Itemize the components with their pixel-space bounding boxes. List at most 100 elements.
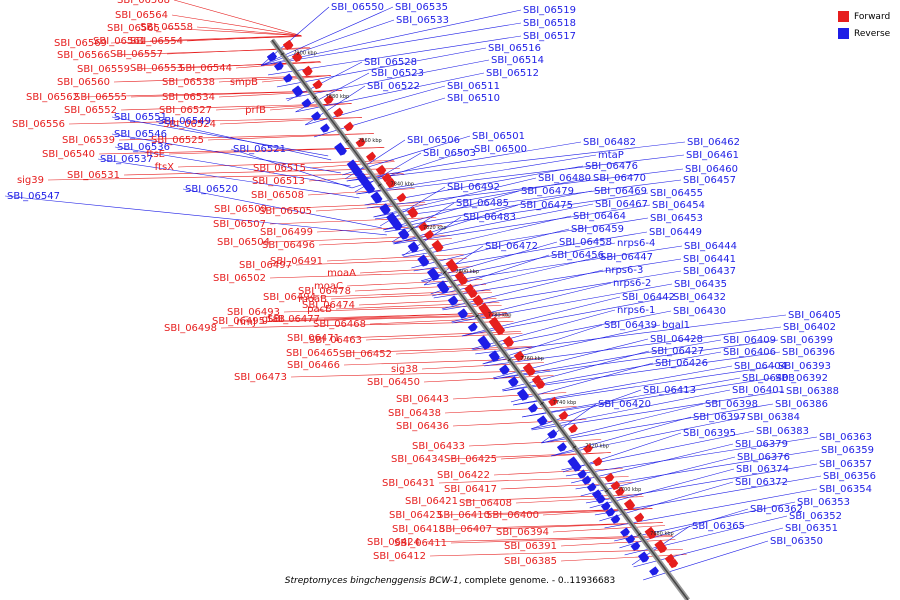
forward-gene-arrow (355, 137, 366, 148)
reverse-gene-label: SBI_06420 (598, 399, 651, 410)
forward-leader (552, 525, 666, 533)
reverse-leader (276, 47, 487, 88)
forward-gene-label: SBI_06465 (286, 348, 339, 359)
forward-leader (447, 452, 611, 460)
forward-gene-arrow (483, 309, 494, 320)
forward-leader (450, 536, 674, 544)
reverse-gene-label: SBI_06449 (649, 227, 702, 238)
forward-gene-label: SBI_06559 (77, 64, 130, 75)
forward-gene-arrow (583, 443, 593, 454)
forward-gene-label: SBI_06407 (439, 524, 492, 535)
reverse-leader (482, 324, 603, 365)
reverse-gene-arrow (519, 391, 529, 401)
reverse-gene-arrow (282, 73, 293, 83)
gene-features (267, 40, 679, 576)
reverse-gene-label: SBI_06350 (770, 536, 823, 547)
reverse-gene-arrow (605, 507, 616, 517)
forward-gene-label: SBI_06497 (239, 260, 292, 271)
reverse-gene-arrow (586, 482, 597, 492)
scale-ticks: 7900 kbp 7880 kbp 7860 kbp 7840 kbp 7820 kbp… (280, 50, 674, 537)
reverse-gene-arrow (630, 541, 641, 551)
forward-gene-label: SBI_06450 (367, 377, 420, 388)
reverse-gene-label: SBI_06455 (650, 188, 703, 199)
forward-gene-arrow (333, 107, 344, 118)
reverse-gene-label: SBI_06480 (538, 173, 591, 184)
forward-leader (354, 284, 487, 292)
reverse-gene-label: SBI_06546 (114, 129, 167, 140)
forward-gene-label: SBI_06391 (504, 541, 557, 552)
reverse-leader (356, 154, 685, 195)
forward-gene-label: SBI_06425 (444, 454, 497, 465)
reverse-gene-label: SBI_06458 (559, 237, 612, 248)
forward-gene-arrow (408, 208, 419, 219)
scale-tick (377, 183, 382, 187)
forward-leader (500, 482, 634, 490)
reverse-leader (366, 168, 684, 209)
forward-gene-label: ftsX (155, 162, 174, 173)
reverse-leader (421, 242, 616, 283)
reverse-leader (484, 326, 782, 367)
reverse-leader (482, 324, 661, 365)
reverse-gene-label: SBI_06376 (737, 452, 790, 463)
forward-gene-label: sig38 (391, 364, 418, 375)
forward-gene-label: SBI_06452 (339, 349, 392, 360)
forward-leader (269, 103, 352, 111)
reverse-leader (182, 188, 382, 229)
reverse-gene-arrow (267, 52, 277, 62)
forward-leader (113, 75, 331, 83)
reverse-gene-label: SBI_06388 (786, 386, 839, 397)
forward-gene-label: gtaB (262, 314, 285, 325)
forward-leader (560, 554, 687, 562)
forward-gene-label: SBI_06400 (486, 510, 539, 521)
reverse-gene-label: SBI_06516 (488, 43, 541, 54)
reverse-leader (111, 133, 341, 174)
forward-gene-label: SBI_06540 (42, 149, 95, 160)
reverse-gene-label: SBI_06514 (491, 55, 544, 66)
reverse-leader (423, 245, 683, 286)
forward-leader (261, 75, 331, 83)
forward-gene-label: SBI_06477 (267, 314, 320, 325)
forward-gene-label: SBI_06394 (496, 527, 549, 538)
forward-leader (220, 321, 514, 329)
reverse-leader (261, 22, 522, 66)
reverse-gene-label: SBI_06447 (600, 252, 653, 263)
reverse-gene-arrow (458, 309, 468, 319)
forward-leader (542, 508, 653, 516)
forward-gene-label: SBI_06433 (412, 441, 465, 452)
reverse-leader (346, 141, 582, 182)
forward-leader (295, 258, 467, 266)
forward-gene-label: SBI_06507 (213, 219, 266, 230)
forward-gene-label: SBI_06515 (253, 163, 306, 174)
forward-gene-arrow (454, 270, 465, 281)
forward-gene-arrow (478, 302, 488, 313)
forward-leader (307, 188, 415, 196)
forward-leader (218, 75, 331, 83)
forward-gene-label: SBI_06493 (227, 307, 280, 318)
reverse-gene-label: SBI_06384 (747, 412, 800, 423)
forward-gene-arrow (433, 242, 444, 253)
reverse-gene-arrow (399, 230, 410, 240)
forward-gene-arrow (424, 229, 434, 240)
forward-gene-label: SBI_06443 (396, 394, 449, 405)
forward-leader (335, 302, 500, 310)
reverse-gene-arrow (293, 87, 304, 97)
reverse-leader (619, 508, 749, 549)
scale-tick-label: 7840 kbp (391, 181, 415, 187)
forward-gene-label: SBI_06538 (162, 77, 215, 88)
caption-organism: Streptomyces bingchenggensis BCW-1 (284, 576, 459, 586)
reverse-gene-label: SBI_06409 (723, 335, 776, 346)
forward-leader (365, 333, 523, 341)
forward-gene-arrow (343, 121, 354, 132)
reverse-leader (374, 179, 682, 220)
reverse-gene-arrow (591, 489, 602, 499)
reverse-gene-arrow (547, 429, 558, 439)
reverse-gene-label: nrps6-1 (617, 305, 655, 316)
reverse-leader (155, 120, 332, 161)
forward-gene-label: SBI_06505 (259, 206, 312, 217)
forward-gene-arrow (625, 500, 636, 511)
forward-leader (186, 35, 302, 42)
reverse-leader (562, 432, 682, 473)
reverse-leader (604, 488, 818, 529)
reverse-leader (522, 377, 774, 418)
reverse-gene-label: SBI_06512 (486, 68, 539, 79)
